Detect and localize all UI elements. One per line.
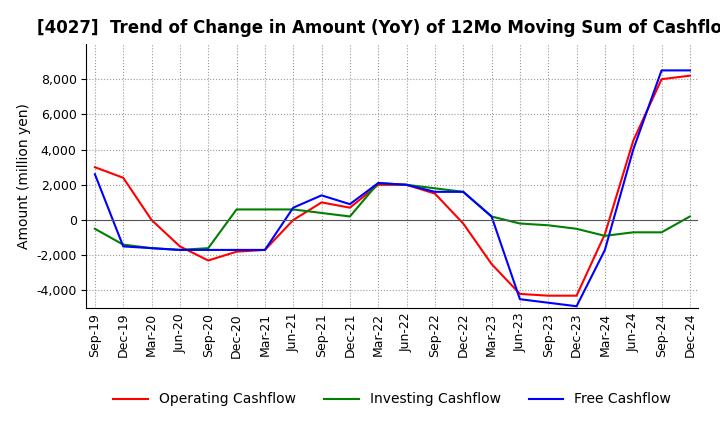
Investing Cashflow [459,189,467,194]
Free Cashflow [204,247,212,253]
Investing Cashflow [318,210,326,216]
Operating Cashflow [346,205,354,210]
Free Cashflow [459,189,467,194]
Operating Cashflow [431,191,439,196]
Operating Cashflow [91,165,99,170]
Operating Cashflow [289,217,297,223]
Free Cashflow [600,247,609,253]
Investing Cashflow [346,214,354,219]
Investing Cashflow [657,230,666,235]
Free Cashflow [657,68,666,73]
Line: Free Cashflow: Free Cashflow [95,70,690,306]
Investing Cashflow [176,247,184,253]
Free Cashflow [487,214,496,219]
Operating Cashflow [204,258,212,263]
Line: Investing Cashflow: Investing Cashflow [95,183,690,250]
Free Cashflow [544,300,552,305]
Operating Cashflow [629,138,637,143]
Operating Cashflow [374,182,382,187]
Operating Cashflow [148,217,156,223]
Investing Cashflow [431,186,439,191]
Free Cashflow [685,68,694,73]
Operating Cashflow [459,221,467,226]
Operating Cashflow [261,247,269,253]
Investing Cashflow [119,242,127,247]
Investing Cashflow [204,246,212,251]
Free Cashflow [431,189,439,194]
Operating Cashflow [233,249,241,254]
Investing Cashflow [91,226,99,231]
Operating Cashflow [657,77,666,82]
Y-axis label: Amount (million yen): Amount (million yen) [17,103,31,249]
Investing Cashflow [402,182,411,187]
Free Cashflow [119,244,127,249]
Operating Cashflow [600,231,609,237]
Free Cashflow [516,297,524,302]
Operating Cashflow [544,293,552,298]
Investing Cashflow [261,207,269,212]
Operating Cashflow [119,175,127,180]
Free Cashflow [318,193,326,198]
Free Cashflow [91,172,99,177]
Operating Cashflow [572,293,581,298]
Operating Cashflow [176,244,184,249]
Operating Cashflow [685,73,694,78]
Free Cashflow [148,246,156,251]
Operating Cashflow [516,291,524,297]
Legend: Operating Cashflow, Investing Cashflow, Free Cashflow: Operating Cashflow, Investing Cashflow, … [108,387,677,412]
Free Cashflow [402,182,411,187]
Operating Cashflow [402,182,411,187]
Investing Cashflow [600,233,609,238]
Investing Cashflow [572,226,581,231]
Free Cashflow [261,247,269,253]
Investing Cashflow [629,230,637,235]
Free Cashflow [233,247,241,253]
Title: [4027]  Trend of Change in Amount (YoY) of 12Mo Moving Sum of Cashflows: [4027] Trend of Change in Amount (YoY) o… [37,19,720,37]
Operating Cashflow [318,200,326,205]
Free Cashflow [374,180,382,186]
Investing Cashflow [516,221,524,226]
Operating Cashflow [487,261,496,267]
Free Cashflow [629,147,637,152]
Investing Cashflow [374,180,382,186]
Free Cashflow [176,247,184,253]
Investing Cashflow [487,214,496,219]
Free Cashflow [346,202,354,207]
Line: Operating Cashflow: Operating Cashflow [95,76,690,296]
Investing Cashflow [233,207,241,212]
Investing Cashflow [544,223,552,228]
Investing Cashflow [685,214,694,219]
Investing Cashflow [148,246,156,251]
Investing Cashflow [289,207,297,212]
Free Cashflow [289,205,297,210]
Free Cashflow [572,304,581,309]
